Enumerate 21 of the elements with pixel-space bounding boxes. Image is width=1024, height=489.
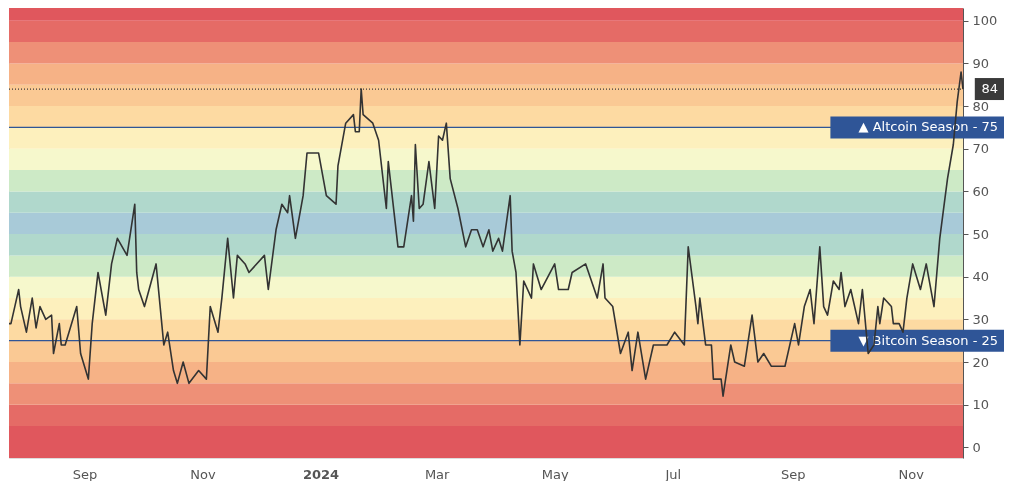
y-tick-label: 10	[972, 397, 990, 413]
y-tick-label: 20	[972, 354, 990, 370]
y-tick-label: 60	[972, 183, 990, 199]
y-tick-label: 30	[972, 311, 990, 327]
y-tick-label: 90	[972, 55, 990, 71]
x-tick-label: May	[541, 466, 569, 482]
x-tick-label: Nov	[898, 466, 925, 482]
y-tick-label: 80	[972, 98, 990, 114]
y-tick-label: 100	[972, 13, 998, 29]
x-tick-label: Sep	[72, 466, 98, 482]
ref-line-label: ▲ Altcoin Season - 75	[858, 119, 998, 135]
x-tick-label: 2024	[302, 466, 340, 482]
x-tick-label: Nov	[190, 466, 216, 482]
y-tick-label: 70	[972, 141, 990, 157]
y-tick-label: 0	[972, 439, 981, 455]
x-tick-label: Mar	[424, 466, 451, 482]
ref-line-label: 84	[981, 81, 998, 97]
y-tick-label: 50	[972, 226, 990, 242]
y-tick-label: 40	[972, 269, 990, 285]
x-tick-label: Sep	[780, 466, 806, 482]
x-tick-label: Jul	[664, 466, 682, 482]
